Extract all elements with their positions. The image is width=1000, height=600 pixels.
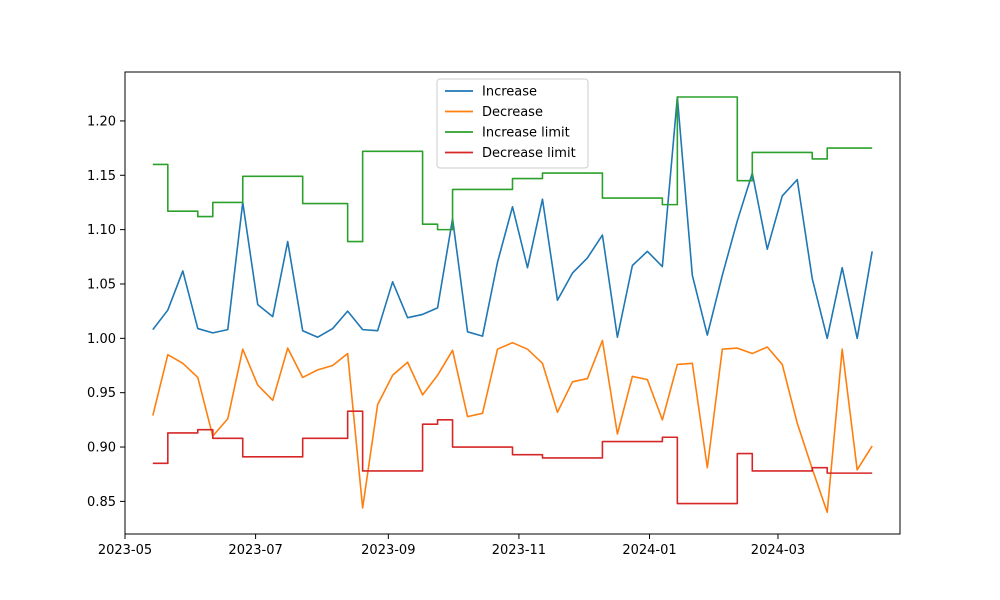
y-tick-label: 1.10 [87,223,116,238]
series-line-decrease-limit [152,410,873,505]
legend-label-decrease-limit: Decrease limit [482,146,576,161]
y-tick-label: 1.15 [87,169,116,184]
x-tick-label: 2023-05 [98,543,152,558]
y-tick-label: 1.05 [87,277,116,292]
y-tick-label: 0.95 [87,386,116,401]
plot-frame [124,71,901,535]
x-tick-label: 2023-11 [492,543,546,558]
x-tick-label: 2024-01 [622,543,676,558]
y-axis: 0.85 0.90 0.95 1.00 1.05 1.10 1.15 1.20 [87,114,125,510]
x-tick-label: 2023-07 [228,543,282,558]
y-tick-label: 1.20 [87,114,116,129]
legend: Increase Decrease Increase limit Decrease l… [436,78,589,169]
legend-box [436,78,589,169]
series-line-decrease [152,339,873,514]
y-tick-label: 1.00 [87,332,116,347]
legend-label-increase: Increase [482,85,537,100]
x-tick-label: 2024-03 [751,543,805,558]
x-tick-label: 2023-09 [361,543,415,558]
y-tick-label: 0.90 [87,441,116,456]
series-line-increase-limit [152,96,873,243]
legend-label-decrease: Decrease [482,105,543,120]
legend-label-increase-limit: Increase limit [482,126,570,141]
x-axis: 2023-05 2023-07 2023-09 2023-11 2024-01 2024-… [98,534,805,558]
series-layer [152,96,873,514]
y-tick-label: 0.85 [87,495,116,510]
